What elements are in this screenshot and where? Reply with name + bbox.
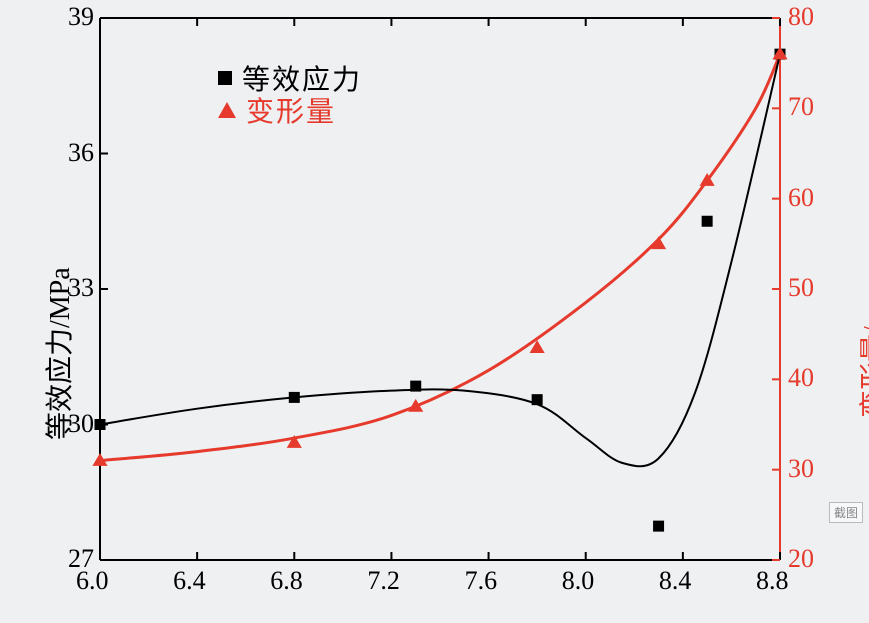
x-tick-label: 8.8 bbox=[756, 566, 789, 596]
x-tick-label: 6.4 bbox=[173, 566, 206, 596]
chart-svg bbox=[0, 0, 869, 623]
x-tick-label: 6.8 bbox=[270, 566, 303, 596]
y-left-tick-label: 33 bbox=[68, 273, 94, 303]
screenshot-button-label: 截图 bbox=[834, 506, 858, 520]
y-right-tick-label: 80 bbox=[788, 2, 814, 32]
x-tick-label: 8.4 bbox=[659, 566, 692, 596]
y-right-tick-label: 60 bbox=[788, 183, 814, 213]
y-right-tick-label: 20 bbox=[788, 544, 814, 574]
y-right-tick-label: 30 bbox=[788, 454, 814, 484]
y-left-tick-label: 30 bbox=[68, 409, 94, 439]
y-right-tick-label: 70 bbox=[788, 92, 814, 122]
screenshot-button[interactable]: 截图 bbox=[829, 502, 863, 523]
x-tick-label: 7.2 bbox=[367, 566, 400, 596]
y-right-tick-label: 40 bbox=[788, 363, 814, 393]
y-right-tick-label: 50 bbox=[788, 273, 814, 303]
y-left-tick-label: 36 bbox=[68, 138, 94, 168]
x-tick-label: 7.6 bbox=[465, 566, 498, 596]
y-left-tick-label: 39 bbox=[68, 2, 94, 32]
x-tick-label: 8.0 bbox=[562, 566, 595, 596]
chart-figure: 等效应力/MPa 变形量/μm 等效应力 变形量 6.06.46.87.27.6… bbox=[0, 0, 869, 623]
y-left-tick-label: 27 bbox=[68, 544, 94, 574]
